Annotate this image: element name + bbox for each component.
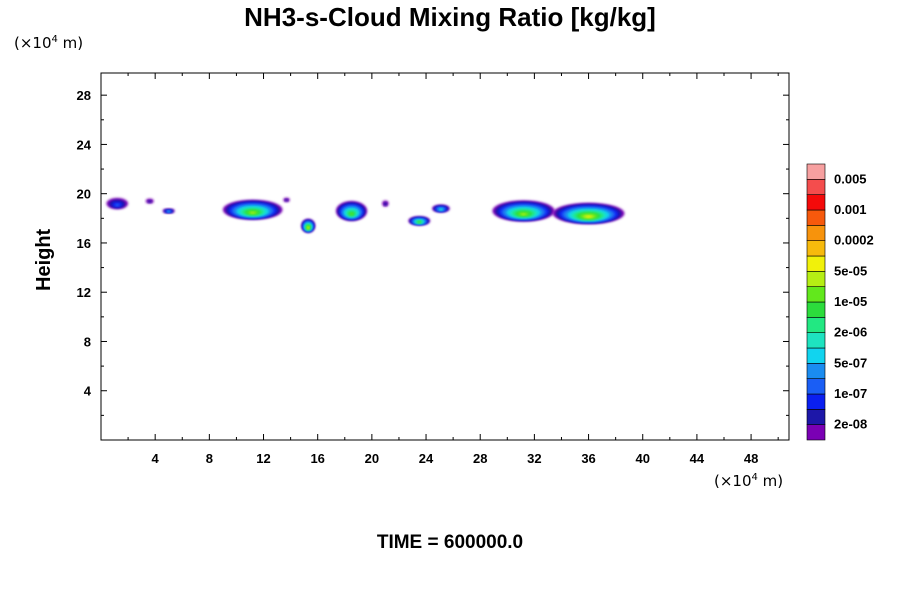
- colorbar-swatch: [806, 378, 826, 395]
- colorbar-swatch: [806, 409, 826, 425]
- y-tick-label: 28: [77, 88, 91, 103]
- cloud-contour: [307, 227, 310, 229]
- x-tick-label: 24: [419, 451, 434, 466]
- y-tick-label: 8: [84, 334, 91, 349]
- colorbar-swatch: [806, 286, 826, 303]
- y-tick-label: 20: [77, 187, 91, 202]
- x-tick-label: 36: [581, 451, 595, 466]
- colorbar-swatch: [806, 424, 826, 441]
- colorbar-swatch: [806, 255, 826, 272]
- cloud-contour: [585, 215, 592, 218]
- colorbar-swatch: [806, 317, 826, 333]
- x-tick-label: 40: [635, 451, 649, 466]
- colorbar-swatch: [806, 194, 826, 211]
- colorbar-label: 2e-08: [834, 417, 867, 432]
- cloud-patch: [106, 198, 129, 210]
- x-unit-prefix: (×10: [714, 472, 752, 490]
- cloud-patch: [382, 200, 389, 207]
- plot-frame: [100, 72, 790, 441]
- x-unit-suffix: m): [757, 472, 784, 490]
- y-tick-label: 12: [77, 285, 91, 300]
- x-tick-label: 44: [690, 451, 705, 466]
- cloud-contour: [114, 203, 120, 207]
- x-tick-label: 32: [527, 451, 541, 466]
- y-unit-prefix: (×10: [14, 34, 52, 52]
- cloud-contour: [349, 213, 354, 216]
- y-unit-suffix: m): [57, 34, 84, 52]
- cloud-patch: [222, 199, 283, 220]
- colorbar-swatch: [806, 393, 826, 410]
- cloud-patch: [145, 198, 154, 204]
- cloud-contour: [284, 199, 289, 202]
- colorbar-swatch: [806, 271, 826, 287]
- y-tick-label: 4: [84, 384, 92, 399]
- cloud-patch: [162, 208, 175, 214]
- cloud-contour: [167, 210, 170, 213]
- cloud-patch: [283, 197, 290, 203]
- y-axis-unit: (×104 m): [14, 34, 83, 52]
- cloud-contour: [383, 202, 388, 206]
- colorbar-label: 1e-07: [834, 386, 867, 401]
- x-axis-unit: (×104 m): [714, 472, 783, 490]
- colorbar-label: 0.005: [834, 171, 867, 186]
- colorbar: 2e-08 1e-07 5e-07 2e-06 1e-05 5e-05 0.0002 0.00…: [806, 163, 874, 441]
- colorbar-label: 1e-05: [834, 294, 867, 309]
- cloud-patch: [492, 200, 555, 222]
- y-unit-exponent: 4: [51, 34, 58, 45]
- cloud-patch: [301, 218, 315, 233]
- y-tick-label: 24: [77, 137, 92, 152]
- cloud-contour: [147, 200, 152, 203]
- colorbar-swatch: [806, 163, 826, 180]
- cloud-contour: [249, 211, 256, 214]
- x-unit-exponent: 4: [751, 472, 758, 483]
- cloud-patch: [335, 201, 368, 221]
- time-label: TIME = 600000.0: [376, 532, 524, 553]
- colorbar-swatch: [806, 240, 826, 257]
- cloud-patch: [408, 216, 431, 226]
- colorbar-label: 5e-05: [834, 263, 867, 278]
- cloud-contour: [520, 213, 527, 216]
- colorbar-swatch: [806, 179, 826, 195]
- cloud-field: [106, 197, 625, 233]
- x-tick-label: 16: [310, 451, 324, 466]
- cloud-patch: [552, 202, 625, 224]
- x-tick-label: 4: [152, 451, 160, 466]
- colorbar-swatch: [806, 301, 826, 318]
- cloud-contour: [439, 208, 443, 211]
- colorbar-label: 2e-06: [834, 325, 867, 340]
- chart-title: NH3-s-Cloud Mixing Ratio [kg/kg]: [244, 2, 656, 32]
- x-tick-label: 48: [744, 451, 758, 466]
- colorbar-label: 0.001: [834, 202, 867, 217]
- colorbar-swatch: [806, 347, 826, 364]
- x-tick-label: 20: [365, 451, 379, 466]
- x-tick-label: 8: [206, 451, 213, 466]
- x-tick-label: 28: [473, 451, 487, 466]
- cloud-patch: [432, 204, 450, 213]
- colorbar-label: 0.0002: [834, 233, 874, 248]
- colorbar-label: 5e-07: [834, 355, 867, 370]
- colorbar-swatch: [806, 209, 826, 226]
- x-tick-label: 12: [256, 451, 270, 466]
- colorbar-swatch: [806, 225, 826, 241]
- y-tick-label: 16: [77, 236, 91, 251]
- cloud-contour: [418, 221, 421, 223]
- colorbar-swatch: [806, 363, 826, 379]
- colorbar-swatch: [806, 332, 826, 349]
